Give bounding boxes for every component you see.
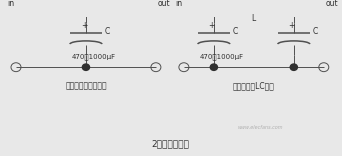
Text: www.elecfans.com: www.elecfans.com: [237, 125, 282, 130]
Text: 2、电源滤波器: 2、电源滤波器: [151, 139, 189, 148]
Circle shape: [290, 64, 298, 70]
Circle shape: [82, 7, 90, 14]
Text: 电源滤波－电容滤波: 电源滤波－电容滤波: [65, 81, 107, 90]
Circle shape: [82, 64, 90, 70]
Text: 470～1000μF: 470～1000μF: [72, 53, 116, 60]
Text: L: L: [252, 14, 256, 23]
Text: out: out: [158, 0, 171, 8]
Circle shape: [210, 7, 218, 14]
Circle shape: [290, 7, 298, 14]
Text: in: in: [175, 0, 182, 8]
Text: 电源滤波－LC滤波: 电源滤波－LC滤波: [233, 81, 275, 90]
Circle shape: [210, 64, 218, 70]
Text: C: C: [105, 27, 110, 36]
Text: 470～1000μF: 470～1000μF: [200, 53, 244, 60]
Text: in: in: [7, 0, 14, 8]
Text: +: +: [289, 21, 295, 30]
Text: +: +: [209, 21, 215, 30]
Text: C: C: [233, 27, 238, 36]
Text: +: +: [81, 21, 87, 30]
Text: C: C: [313, 27, 318, 36]
Text: out: out: [326, 0, 339, 8]
